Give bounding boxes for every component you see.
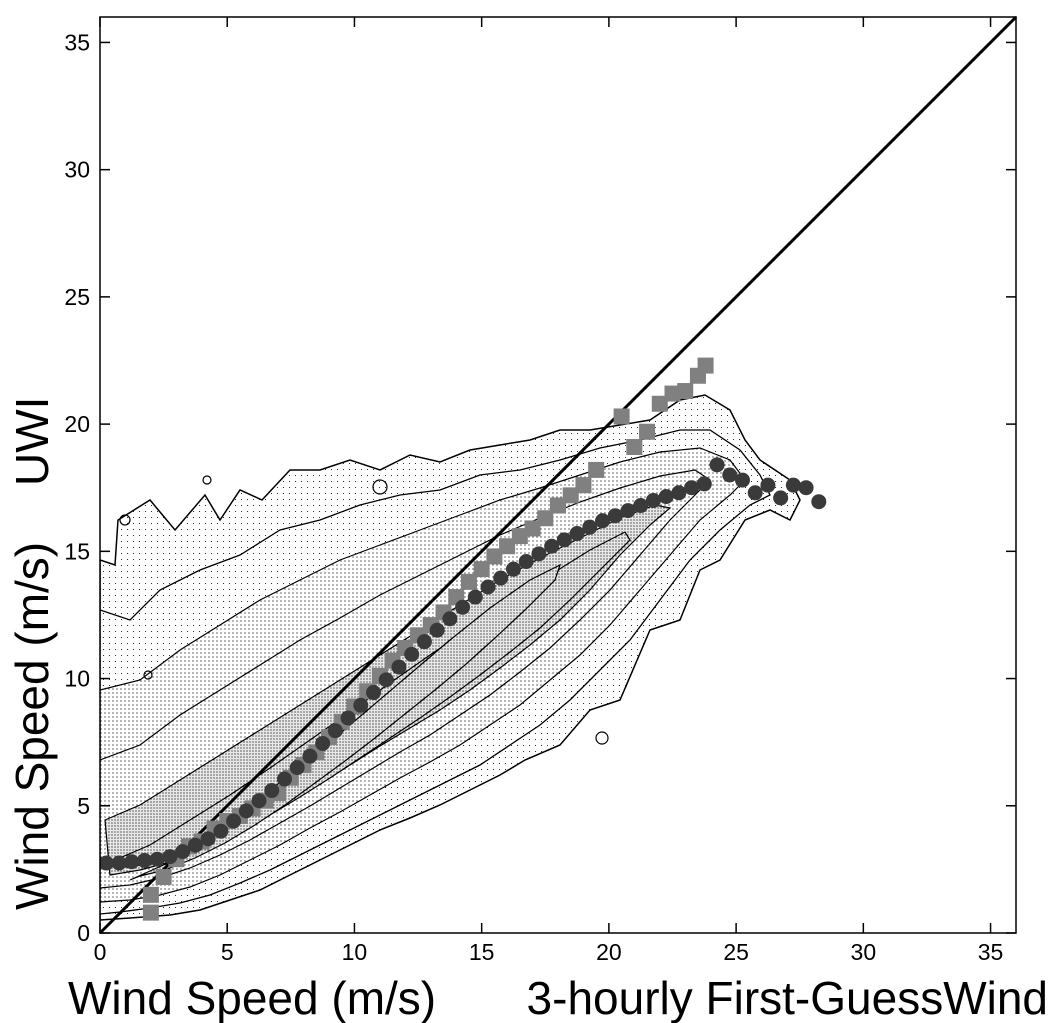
circle-marker <box>442 611 457 626</box>
circle-marker <box>760 478 775 493</box>
circle-marker <box>735 473 750 488</box>
square-marker <box>639 424 655 440</box>
x-tick-label: 35 <box>978 939 1004 965</box>
circle-marker <box>506 562 521 577</box>
circle-marker <box>201 831 216 846</box>
circle-marker <box>137 853 152 868</box>
circle-marker <box>773 490 788 505</box>
x-tick-label: 15 <box>469 939 495 965</box>
circle-marker <box>226 814 241 829</box>
circle-marker <box>468 590 483 605</box>
circle-marker <box>150 852 165 867</box>
circle-marker <box>366 685 381 700</box>
y-tick-label: 20 <box>64 411 90 437</box>
y-tick-label: 30 <box>64 157 90 183</box>
circle-marker <box>353 698 368 713</box>
y-tick-label: 15 <box>64 538 90 564</box>
circle-marker <box>544 539 559 554</box>
circle-marker <box>684 480 699 495</box>
circle-marker <box>277 772 292 787</box>
circle-marker <box>252 793 267 808</box>
circle-marker <box>175 844 190 859</box>
square-marker <box>698 358 714 374</box>
circle-marker <box>112 856 127 871</box>
circle-marker <box>659 489 674 504</box>
circle-marker <box>124 854 139 869</box>
circle-marker <box>519 554 534 569</box>
circle-marker <box>404 647 419 662</box>
square-marker <box>143 887 159 903</box>
y-tick-label: 5 <box>77 793 90 819</box>
contour-island <box>596 732 608 744</box>
x-tick-label: 20 <box>596 939 622 965</box>
circle-marker <box>379 672 394 687</box>
y-tick-labels: 0 5 10 15 20 25 30 35 <box>64 29 90 946</box>
y-tick-label: 0 <box>77 920 90 946</box>
y-axis-title: Wind Speed (m/s) <box>6 542 58 910</box>
x-tick-label: 25 <box>723 939 749 965</box>
circle-marker <box>582 520 597 535</box>
x-axis-title-right: 3-hourly First-GuessWind <box>527 972 1048 1023</box>
circle-marker <box>799 480 814 495</box>
square-marker <box>588 462 604 478</box>
square-marker <box>626 439 642 455</box>
square-marker <box>156 869 172 885</box>
circle-marker <box>290 760 305 775</box>
one-to-one-line <box>100 17 1016 933</box>
contour-island <box>203 476 211 484</box>
circle-marker <box>315 736 330 751</box>
circle-marker <box>302 749 317 764</box>
y-tick-label: 10 <box>64 666 90 692</box>
square-marker <box>677 383 693 399</box>
circle-marker <box>557 532 572 547</box>
circle-marker <box>570 526 585 541</box>
square-marker <box>143 905 159 921</box>
circle-marker <box>646 493 661 508</box>
circle-marker <box>531 546 546 561</box>
circle-marker <box>417 634 432 649</box>
circle-marker <box>697 476 712 491</box>
circle-marker <box>188 838 203 853</box>
circle-marker <box>264 783 279 798</box>
circle-marker <box>710 457 725 472</box>
x-tick-label: 5 <box>221 939 234 965</box>
y-tick-label: 35 <box>64 29 90 55</box>
y-tick-label: 25 <box>64 284 90 310</box>
circle-marker <box>391 660 406 675</box>
square-marker <box>614 408 630 424</box>
circle-marker <box>455 600 470 615</box>
circle-marker <box>786 478 801 493</box>
circle-marker <box>239 803 254 818</box>
circle-marker <box>748 485 763 500</box>
circle-marker <box>328 723 343 738</box>
circle-marker <box>811 494 826 509</box>
circle-marker <box>493 571 508 586</box>
circle-marker <box>481 579 496 594</box>
circle-marker <box>213 824 228 839</box>
x-tick-label: 10 <box>342 939 368 965</box>
square-marker <box>575 477 591 493</box>
x-tick-label: 30 <box>851 939 877 965</box>
circle-marker <box>341 710 356 725</box>
y-axis-title-top: UWI <box>6 397 58 486</box>
x-axis-title: Wind Speed (m/s) <box>68 972 436 1023</box>
circle-marker <box>430 623 445 638</box>
x-tick-labels: 0 5 10 15 20 25 30 35 <box>94 939 1004 965</box>
x-tick-label: 0 <box>94 939 107 965</box>
